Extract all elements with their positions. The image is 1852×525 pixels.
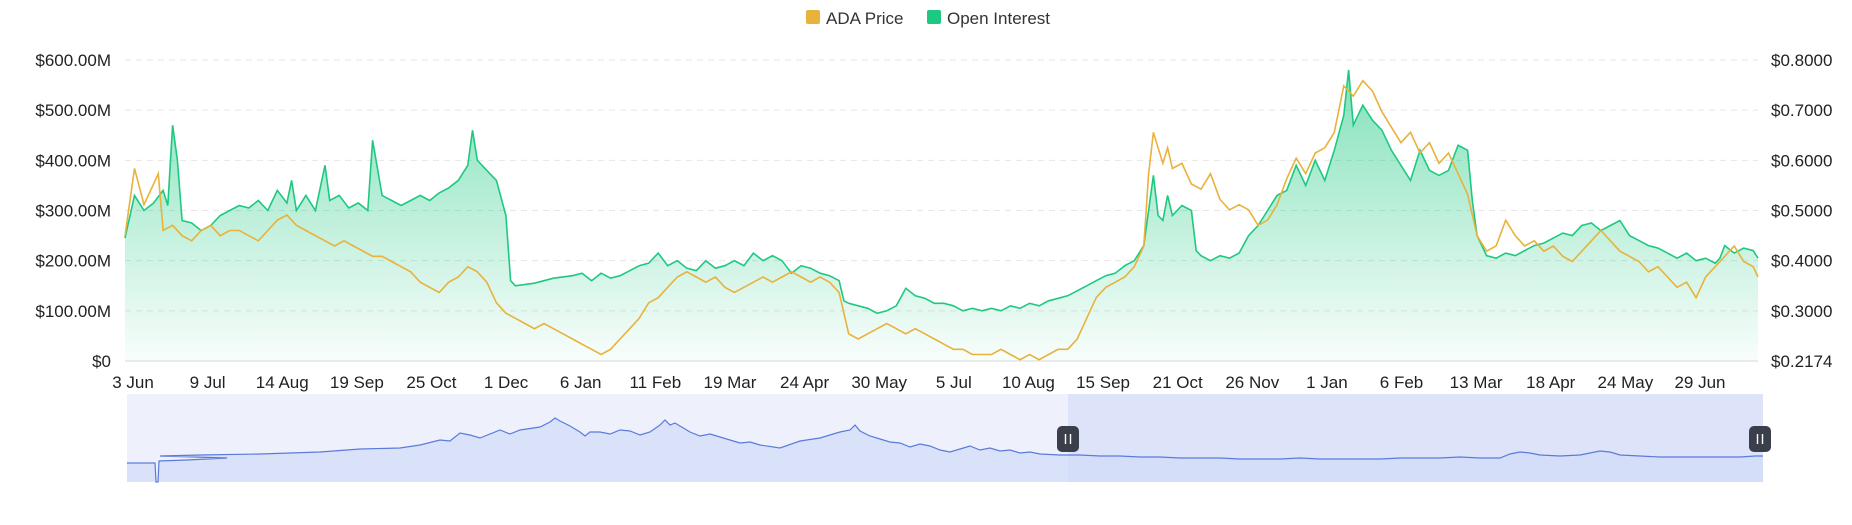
y-right-tick-label: $0.5000 — [1771, 202, 1832, 221]
legend-label-open-interest: Open Interest — [947, 9, 1050, 28]
y-axis-left: $600.00M $500.00M $400.00M $300.00M $200.00M… — [35, 51, 111, 371]
legend-item-open-interest[interactable]: Open Interest — [927, 9, 1050, 28]
x-tick-label: 11 Feb — [629, 373, 681, 392]
legend-swatch-ada-price — [806, 10, 820, 24]
x-tick-label: 25 Oct — [406, 373, 456, 392]
x-tick-label: 24 May — [1598, 373, 1654, 392]
y-right-tick-label: $0.7000 — [1771, 101, 1832, 120]
x-tick-label: 24 Apr — [780, 373, 829, 392]
x-tick-label: 18 Apr — [1526, 373, 1575, 392]
x-tick-label: 14 Aug — [256, 373, 309, 392]
navigator-handle-left[interactable] — [1057, 426, 1079, 452]
handle-grip[interactable] — [1057, 426, 1079, 452]
x-tick-label: 9 Jul — [190, 373, 226, 392]
y-left-tick-label: $100.00M — [35, 302, 111, 321]
navigator-line — [127, 417, 1763, 483]
x-tick-label: 3 Jun — [112, 373, 154, 392]
x-tick-label: 30 May — [851, 373, 907, 392]
x-tick-label: 21 Oct — [1153, 373, 1203, 392]
legend-swatch-open-interest — [927, 10, 941, 24]
navigator-handle-right[interactable] — [1749, 426, 1771, 452]
open-interest-line — [124, 69, 1759, 315]
ada-price-line — [124, 79, 1759, 361]
x-tick-label: 5 Jul — [936, 373, 972, 392]
x-tick-label: 6 Jan — [560, 373, 602, 392]
y-right-tick-label: $0.3000 — [1771, 302, 1832, 321]
x-tick-label: 13 Mar — [1450, 373, 1503, 392]
navigator-area — [127, 418, 1763, 482]
x-tick-label: 15 Sep — [1076, 373, 1130, 392]
y-left-tick-label: $200.00M — [35, 252, 111, 271]
x-axis: 3 Jun 9 Jul 14 Aug 19 Sep 25 Oct 1 Dec 6 Jan 11… — [112, 373, 1725, 392]
x-tick-label: 6 Feb — [1380, 373, 1423, 392]
y-axis-right: $0.8000 $0.7000 $0.6000 $0.5000 $0.4000 $0.30… — [1771, 51, 1832, 371]
y-right-tick-label: $0.4000 — [1771, 252, 1832, 271]
x-tick-label: 1 Dec — [484, 373, 529, 392]
x-tick-label: 19 Mar — [703, 373, 756, 392]
legend: ADA Price Open Interest — [806, 9, 1050, 28]
y-right-tick-label: $0.2174 — [1771, 352, 1832, 371]
x-tick-label: 10 Aug — [1002, 373, 1055, 392]
handle-grip[interactable] — [1749, 426, 1771, 452]
y-right-tick-label: $0.8000 — [1771, 51, 1832, 70]
x-tick-label: 1 Jan — [1306, 373, 1348, 392]
x-tick-label: 19 Sep — [330, 373, 384, 392]
x-tick-label: 29 Jun — [1674, 373, 1725, 392]
y-left-tick-label: $600.00M — [35, 51, 111, 70]
y-left-tick-label: $0 — [92, 352, 111, 371]
legend-item-ada-price[interactable]: ADA Price — [806, 9, 903, 28]
x-tick-label: 26 Nov — [1225, 373, 1279, 392]
y-left-tick-label: $300.00M — [35, 202, 111, 221]
open-interest-series — [124, 69, 1759, 361]
y-left-tick-label: $400.00M — [35, 151, 111, 170]
legend-label-ada-price: ADA Price — [826, 9, 903, 28]
navigator[interactable] — [127, 394, 1771, 483]
y-right-tick-label: $0.6000 — [1771, 151, 1832, 170]
y-left-tick-label: $500.00M — [35, 101, 111, 120]
open-interest-area — [125, 70, 1758, 361]
